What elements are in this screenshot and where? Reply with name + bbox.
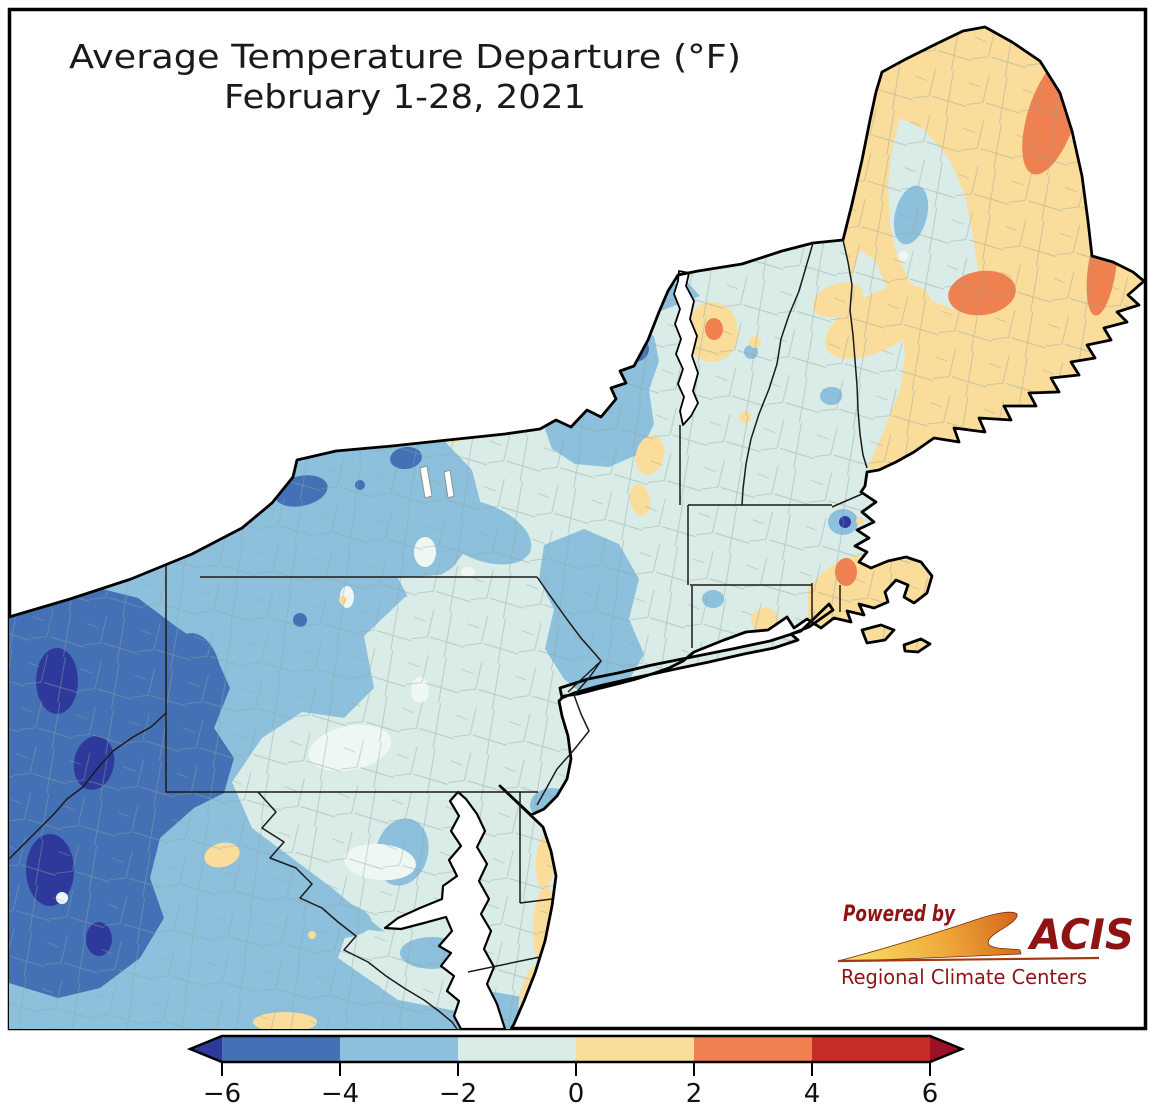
finger-lake (443, 469, 455, 499)
colorbar-arrow-left (190, 1036, 222, 1062)
powered-by-label: Powered by (843, 902, 956, 927)
regional-climate-centers-label: Regional Climate Centers (841, 965, 1087, 989)
colorbar-tick-label: 4 (804, 1079, 821, 1109)
coastline-outline (8, 25, 1146, 1030)
colorbar-segment (458, 1036, 576, 1062)
finger-lake (419, 465, 433, 499)
colorbar-tick-labels: −6 −4 −2 0 2 4 6 (203, 1079, 938, 1109)
colorbar-segment (812, 1036, 930, 1062)
map-title-line2: February 1-28, 2021 (224, 77, 586, 116)
map-title-line1: Average Temperature Departure (°F) (69, 37, 741, 76)
lake-champlain (673, 270, 699, 426)
colorbar-segment (694, 1036, 812, 1062)
colorbar-segment (222, 1036, 340, 1062)
colorbar-tick-label: 2 (686, 1079, 703, 1109)
colorbar-segment (576, 1036, 694, 1062)
swoosh-graphic (837, 911, 1022, 962)
acis-logo: Powered by ACIS Regional Climate Centers (837, 902, 1134, 989)
colorbar-segment (340, 1036, 458, 1062)
finger-lakes (419, 465, 455, 499)
colorbar-ticks (221, 1062, 931, 1076)
logo-underline (837, 956, 1100, 963)
colorbar-tick-label: −4 (321, 1079, 359, 1109)
state-borders (8, 239, 868, 1030)
colorbar-tick-label: 6 (922, 1079, 939, 1109)
colorbar: −6 −4 −2 0 2 4 6 (186, 1034, 966, 1109)
colorbar-tick-label: 0 (568, 1079, 585, 1109)
chesapeake-bay (383, 790, 507, 1031)
colorbar-tick-label: −6 (203, 1079, 241, 1109)
acis-wordmark: ACIS (1027, 910, 1134, 959)
colorbar-arrow-right (930, 1036, 962, 1062)
colorbar-tick-label: −2 (439, 1079, 477, 1109)
